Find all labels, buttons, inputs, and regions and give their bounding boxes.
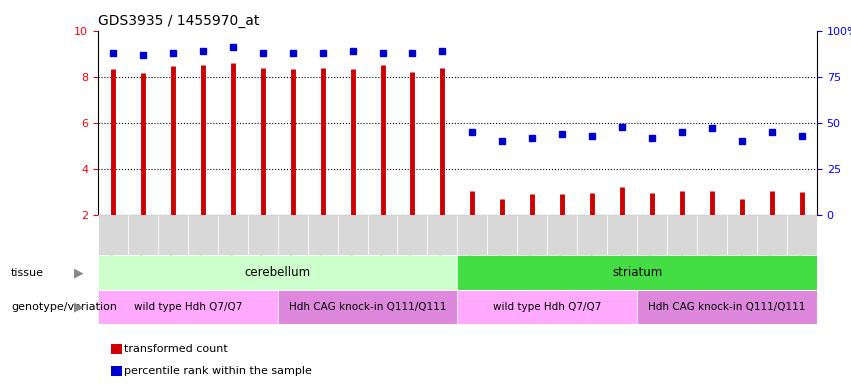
Text: genotype/variation: genotype/variation — [11, 302, 117, 312]
Bar — [277, 290, 457, 324]
Bar — [427, 215, 458, 255]
Bar — [98, 215, 128, 255]
Bar — [577, 215, 608, 255]
Bar — [98, 290, 277, 324]
Bar — [307, 215, 338, 255]
Text: wild type Hdh Q7/Q7: wild type Hdh Q7/Q7 — [493, 302, 602, 312]
Text: cerebellum: cerebellum — [244, 266, 311, 279]
Bar — [188, 215, 218, 255]
Text: striatum: striatum — [612, 266, 662, 279]
Bar — [368, 215, 397, 255]
Bar — [727, 215, 757, 255]
Bar — [457, 215, 488, 255]
Bar — [667, 215, 697, 255]
Bar — [637, 290, 817, 324]
Bar — [757, 215, 787, 255]
Bar — [787, 215, 817, 255]
Bar — [157, 215, 188, 255]
Bar — [98, 255, 458, 290]
Text: ▶: ▶ — [74, 266, 84, 279]
Bar — [637, 215, 667, 255]
Bar — [128, 215, 157, 255]
Bar — [458, 255, 817, 290]
Text: Hdh CAG knock-in Q111/Q111: Hdh CAG knock-in Q111/Q111 — [288, 302, 446, 312]
Text: percentile rank within the sample: percentile rank within the sample — [124, 366, 312, 376]
Bar — [277, 215, 307, 255]
Bar — [397, 215, 427, 255]
Text: ▶: ▶ — [74, 301, 84, 314]
Bar — [248, 215, 277, 255]
Bar — [517, 215, 547, 255]
Bar — [458, 290, 637, 324]
Text: transformed count: transformed count — [124, 344, 228, 354]
Bar — [608, 215, 637, 255]
Bar — [488, 215, 517, 255]
Bar — [697, 215, 727, 255]
Text: Hdh CAG knock-in Q111/Q111: Hdh CAG knock-in Q111/Q111 — [648, 302, 806, 312]
Text: wild type Hdh Q7/Q7: wild type Hdh Q7/Q7 — [134, 302, 242, 312]
Bar — [547, 215, 577, 255]
Text: GDS3935 / 1455970_at: GDS3935 / 1455970_at — [98, 14, 260, 28]
Text: tissue: tissue — [11, 268, 44, 278]
Bar — [218, 215, 248, 255]
Bar — [338, 215, 368, 255]
